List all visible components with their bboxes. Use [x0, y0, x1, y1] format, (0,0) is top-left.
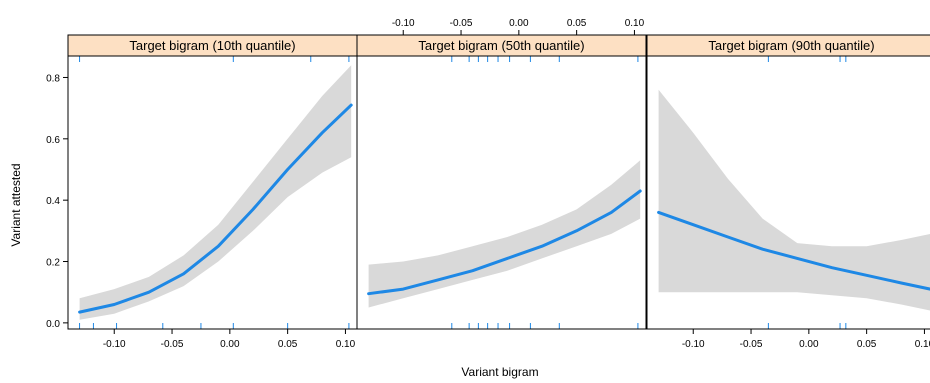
x-tick-label: 0.00 [509, 18, 529, 29]
panel-plot-area [68, 56, 357, 329]
x-tick-label: -0.05 [450, 18, 473, 29]
x-axis-title: Variant bigram [461, 365, 538, 379]
y-axis-title: Variant attested [9, 163, 23, 246]
x-tick-label: -0.10 [682, 339, 705, 350]
x-tick-label: 0.05 [278, 339, 298, 350]
panel-title: Target bigram (90th quantile) [708, 38, 874, 53]
panel-3: Target bigram (90th quantile) [646, 34, 930, 330]
panel-title: Target bigram (50th quantile) [418, 38, 584, 53]
confidence-band [79, 65, 352, 320]
x-tick-label: 0.10 [336, 339, 356, 350]
y-tick-label: 0.2 [46, 258, 60, 269]
x-tick-label: 0.10 [625, 18, 645, 29]
x-tick-label: 0.00 [799, 339, 819, 350]
x-tick-label: -0.10 [392, 18, 415, 29]
x-tick-label: -0.05 [740, 339, 763, 350]
confidence-band [368, 160, 641, 308]
bottom-axes: -0.10 -0.05 0.00 0.05 0.10 -0.10 -0.05 0.00 0.05… [103, 329, 930, 350]
fit-line [78, 103, 353, 314]
top-axis: -0.10 -0.05 0.00 0.05 0.10 [392, 18, 645, 35]
x-tick-label: 0.00 [220, 339, 240, 350]
confidence-band [658, 89, 930, 311]
panel-2: Target bigram (50th quantile) [356, 34, 647, 330]
x-tick-label: 0.05 [857, 339, 877, 350]
x-tick-label: 0.10 [915, 339, 930, 350]
panels: Target bigram (10th quantile) Target bigr… [67, 34, 930, 330]
y-axis: 0.0 0.2 0.4 0.6 0.8 [46, 73, 68, 330]
y-tick-label: 0.0 [46, 319, 60, 330]
x-tick-label: 0.05 [567, 18, 587, 29]
x-tick-label: -0.05 [161, 339, 184, 350]
y-tick-label: 0.6 [46, 135, 60, 146]
y-tick-label: 0.8 [46, 73, 60, 84]
panel-title: Target bigram (10th quantile) [129, 38, 295, 53]
fit-line [367, 189, 642, 296]
panel-1: Target bigram (10th quantile) [67, 34, 358, 330]
fit-line [657, 210, 930, 291]
outer-frame [67, 34, 930, 330]
y-tick-label: 0.4 [46, 196, 60, 207]
x-tick-label: -0.10 [103, 339, 126, 350]
